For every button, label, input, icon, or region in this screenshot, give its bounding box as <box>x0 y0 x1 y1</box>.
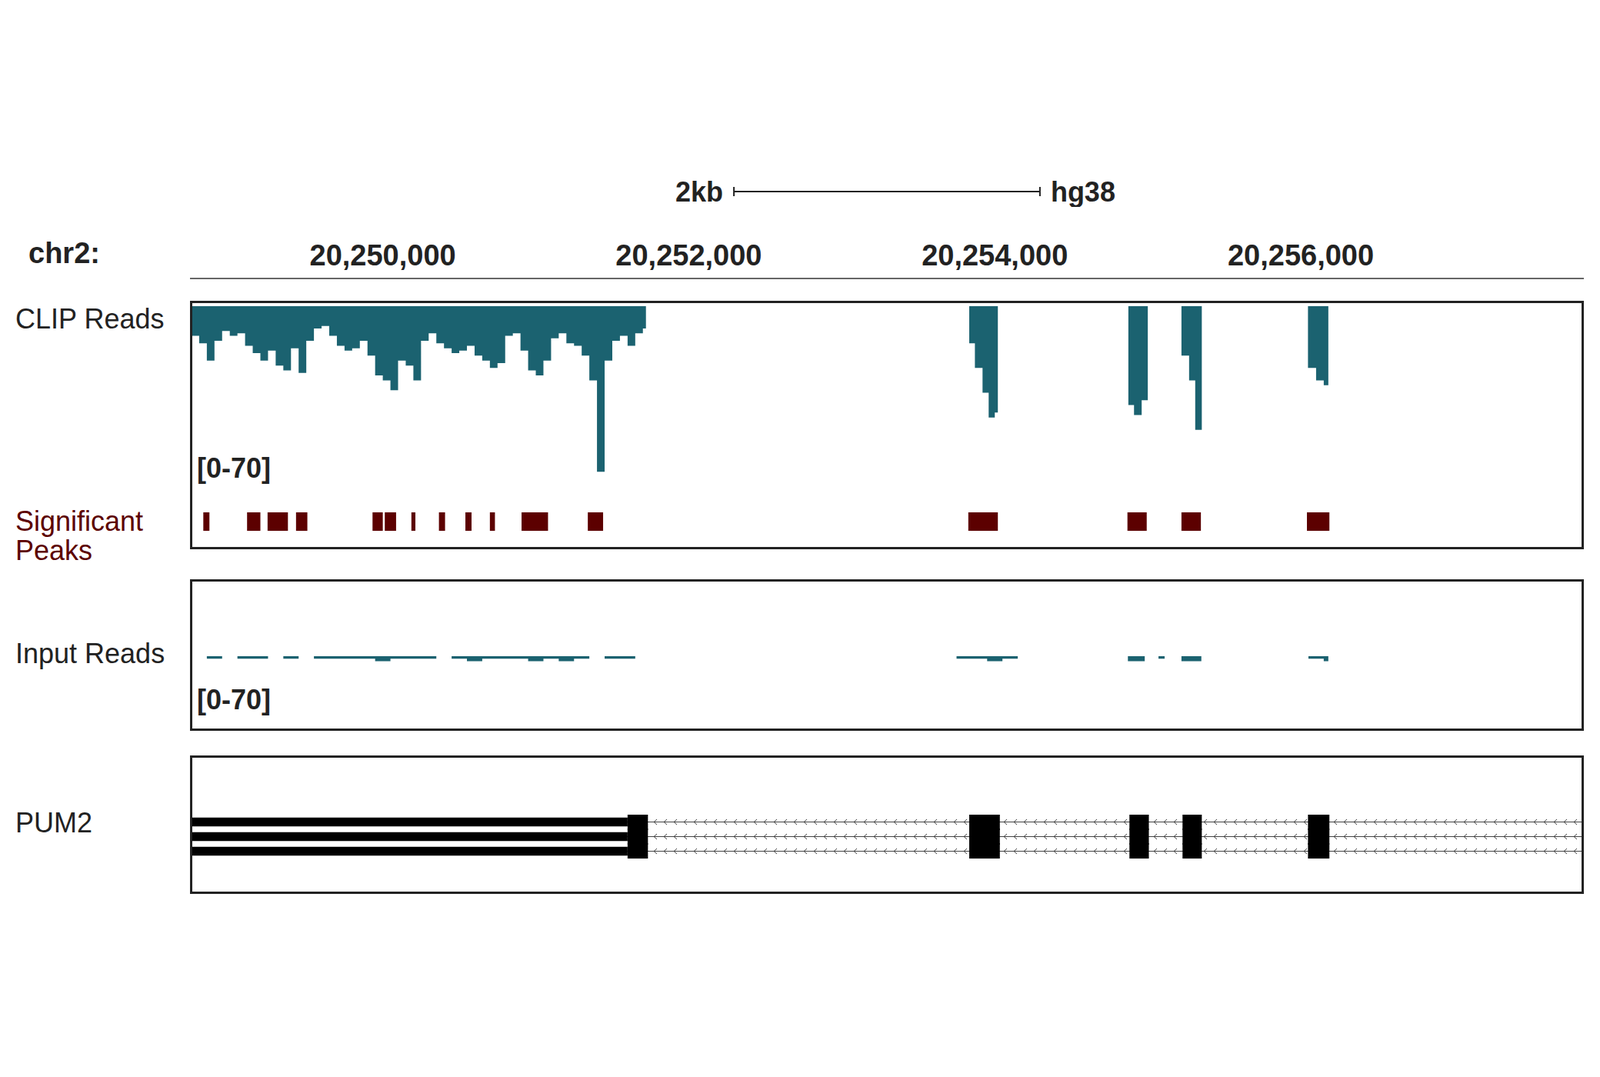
svg-text:2kb: 2kb <box>675 176 724 207</box>
html-text:chr2:: chr2: <box>28 236 100 270</box>
html-text:CLIP Reads: CLIP Reads <box>15 303 165 335</box>
svg-text:20,250,000: 20,250,000 <box>310 239 457 272</box>
svg-text:20,252,000: 20,252,000 <box>615 239 762 272</box>
svg-text:20,256,000: 20,256,000 <box>1227 239 1374 272</box>
svg-text:20,254,000: 20,254,000 <box>921 239 1068 272</box>
html-text:Significant Peaks: Significant Peaks <box>15 505 144 567</box>
html-text:[0-70]: [0-70] <box>196 683 271 716</box>
html-text:Input Reads: Input Reads <box>15 637 165 670</box>
html-text:[0-70]: [0-70] <box>196 452 271 484</box>
svg-text:hg38: hg38 <box>1050 176 1116 207</box>
html-text:PUM2: PUM2 <box>15 806 93 839</box>
